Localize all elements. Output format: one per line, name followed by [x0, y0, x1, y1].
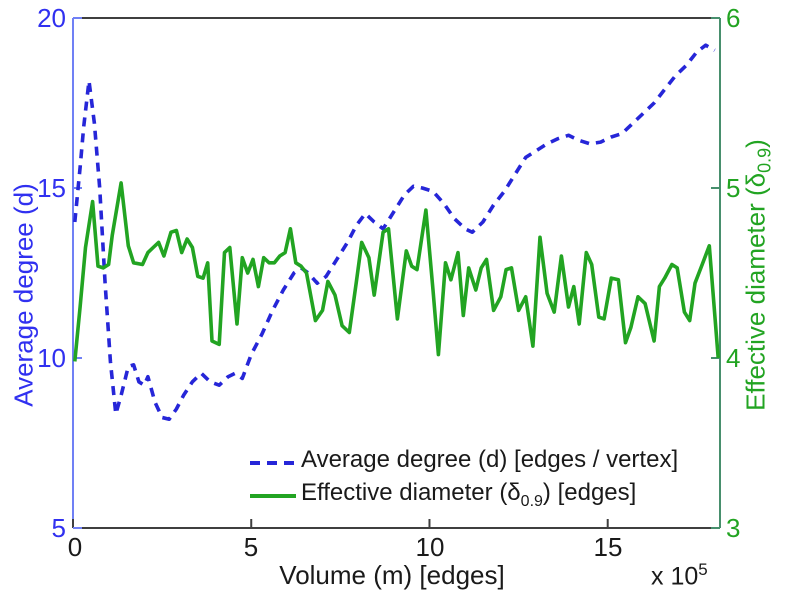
x-axis-tick-15: 15: [593, 532, 623, 562]
x-axis-tick-0: 0: [67, 532, 83, 562]
left-axis-tick-5: 5: [51, 513, 66, 543]
x-multiplier-base: x 10: [651, 562, 699, 591]
legend-dashed-line-sample: [250, 460, 296, 465]
legend-item-effective-diameter: Effective diameter (δ0.9) [edges]: [250, 479, 678, 512]
right-axis-tick-6: 6: [726, 3, 741, 33]
right-axis-tick-3: 3: [726, 513, 741, 543]
right-axis-tick-4: 4: [726, 343, 741, 373]
legend: Average degree (d) [edges / vertex] Effe…: [250, 446, 678, 512]
x-axis-tick-10: 10: [415, 532, 445, 562]
legend-solid-line-sample: [250, 493, 296, 498]
series-average-degree: [73, 43, 716, 422]
x-multiplier-exponent: 5: [698, 560, 708, 579]
x-axis-tick-5: 5: [243, 532, 259, 562]
right-axis-tick-5: 5: [726, 173, 741, 203]
legend-label-effective-diameter: Effective diameter (δ: [301, 479, 521, 507]
left-axis-tick-10: 10: [37, 343, 66, 373]
legend-item-average-degree: Average degree (d) [edges / vertex]: [250, 446, 678, 479]
legend-label-average-degree: Average degree (d) [edges / vertex]: [301, 446, 679, 474]
x-axis-label: Volume (m) [edges]: [279, 560, 505, 590]
left-axis-tick-15: 15: [37, 173, 66, 203]
series-effective-diameter: [73, 181, 720, 362]
x-axis-multiplier: x 105: [651, 560, 708, 591]
right-axis-label: Effective diameter (δ0.9): [740, 139, 775, 411]
left-axis-label: Average degree (d): [8, 183, 39, 407]
left-axis-tick-20: 20: [37, 3, 66, 33]
